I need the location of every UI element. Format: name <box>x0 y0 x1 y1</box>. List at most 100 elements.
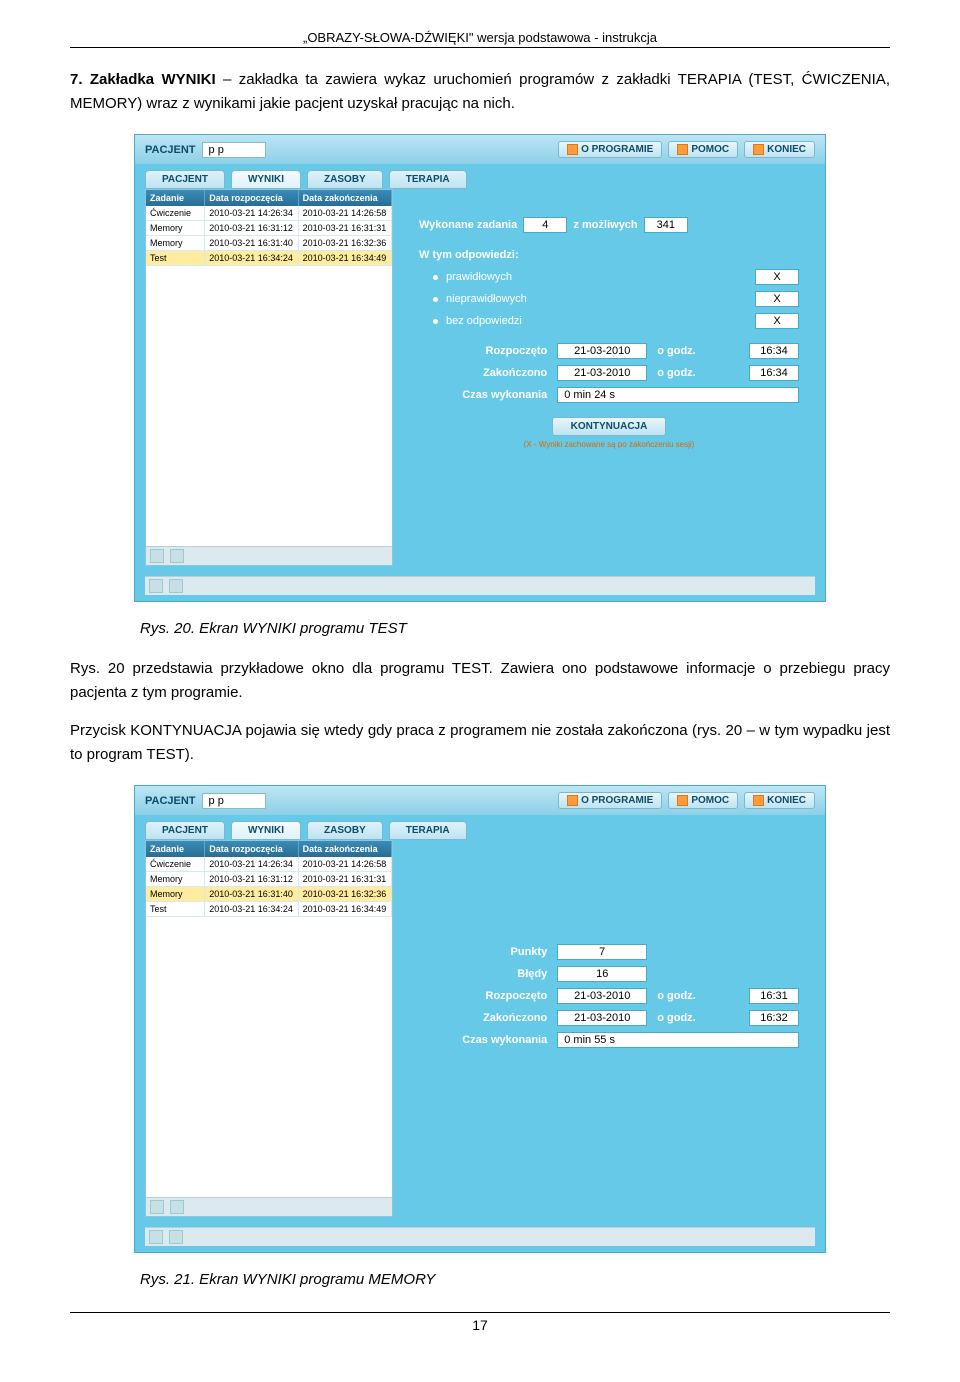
table-row[interactable]: Ćwiczenie2010-03-21 14:26:342010-03-21 1… <box>146 206 392 221</box>
caption-1: Rys. 20. Ekran WYNIKI programu TEST <box>140 620 890 637</box>
value: 7 <box>557 944 647 960</box>
tab-zasoby[interactable]: ZASOBY <box>307 170 383 189</box>
value: 341 <box>644 217 688 233</box>
btn-pomoc[interactable]: POMOC <box>668 792 738 809</box>
bullet-icon <box>433 275 438 280</box>
value: 16:31 <box>749 988 799 1004</box>
topbar-label: PACJENT <box>145 795 196 807</box>
btn-label: O PROGRAMIE <box>581 144 653 155</box>
tab-pacjent[interactable]: PACJENT <box>145 170 225 189</box>
label: Zakończono <box>419 367 547 379</box>
tab-wyniki[interactable]: WYNIKI <box>231 821 301 840</box>
arrow-right-icon[interactable] <box>170 1200 184 1214</box>
btn-label: POMOC <box>691 795 729 806</box>
value: 16:34 <box>749 365 799 381</box>
kontynuacja-button[interactable]: KONTYNUACJA <box>552 417 667 436</box>
table-header: Zadanie Data rozpoczęcia Data zakończeni… <box>146 190 392 206</box>
value: 0 min 55 s <box>557 1032 799 1048</box>
th: Data rozpoczęcia <box>205 190 298 206</box>
paragraph-1: 7. Zakładka WYNIKI – zakładka ta zawiera… <box>70 68 890 116</box>
results-panel: Punkty7 Błędy16 Rozpoczęto21-03-2010o go… <box>403 840 815 1217</box>
task-list: Zadanie Data rozpoczęcia Data zakończeni… <box>145 189 393 566</box>
arrow-right-icon[interactable] <box>169 1230 183 1244</box>
table-row-selected[interactable]: Test2010-03-21 16:34:242010-03-21 16:34:… <box>146 251 392 266</box>
footnote: (X - Wyniki zachowane są po zakończeniu … <box>419 440 799 449</box>
label: Czas wykonania <box>419 1034 547 1046</box>
tab-zasoby[interactable]: ZASOBY <box>307 821 383 840</box>
btn-o-programie[interactable]: O PROGRAMIE <box>558 141 662 158</box>
label: o godz. <box>657 1012 739 1024</box>
btn-koniec[interactable]: KONIEC <box>744 792 815 809</box>
table-row[interactable]: Test2010-03-21 16:34:242010-03-21 16:34:… <box>146 902 392 917</box>
topbar: PACJENT p p O PROGRAMIE POMOC KONIEC <box>135 135 825 164</box>
square-icon <box>567 795 578 806</box>
value: X <box>755 313 799 329</box>
table-row[interactable]: Memory2010-03-21 16:31:402010-03-21 16:3… <box>146 236 392 251</box>
tab-terapia[interactable]: TERAPIA <box>389 170 467 189</box>
list-scrollbar[interactable] <box>146 546 392 565</box>
square-icon <box>753 144 764 155</box>
label: Punkty <box>419 946 547 958</box>
btn-o-programie[interactable]: O PROGRAMIE <box>558 792 662 809</box>
topbar-label: PACJENT <box>145 144 196 156</box>
table-header: Zadanie Data rozpoczęcia Data zakończeni… <box>146 841 392 857</box>
value: 16:34 <box>749 343 799 359</box>
label: o godz. <box>657 990 739 1002</box>
para1-bold: 7. Zakładka WYNIKI <box>70 71 216 88</box>
btn-pomoc[interactable]: POMOC <box>668 141 738 158</box>
label: Czas wykonania <box>419 389 547 401</box>
screenshot-wyniki-test: PACJENT p p O PROGRAMIE POMOC KONIEC PAC… <box>134 134 826 602</box>
arrow-left-icon[interactable] <box>149 1230 163 1244</box>
value: 21-03-2010 <box>557 1010 647 1026</box>
th: Data rozpoczęcia <box>205 841 298 857</box>
value: 21-03-2010 <box>557 988 647 1004</box>
label: Wykonane zadania <box>419 219 517 231</box>
table-row[interactable]: Memory2010-03-21 16:31:122010-03-21 16:3… <box>146 221 392 236</box>
btn-label: KONIEC <box>767 144 806 155</box>
table-row-selected[interactable]: Memory2010-03-21 16:31:402010-03-21 16:3… <box>146 887 392 902</box>
task-list: Zadanie Data rozpoczęcia Data zakończeni… <box>145 840 393 1217</box>
value: X <box>755 291 799 307</box>
list-empty <box>146 917 392 1197</box>
arrow-right-icon[interactable] <box>170 549 184 563</box>
results-panel: Wykonane zadania 4 z możliwych 341 W tym… <box>403 189 815 566</box>
bullet-label: prawidłowych <box>446 271 755 283</box>
tab-pacjent[interactable]: PACJENT <box>145 821 225 840</box>
btn-koniec[interactable]: KONIEC <box>744 141 815 158</box>
value: 21-03-2010 <box>557 343 647 359</box>
value: 16:32 <box>749 1010 799 1026</box>
bottom-scrollbar[interactable] <box>145 1227 815 1246</box>
tab-terapia[interactable]: TERAPIA <box>389 821 467 840</box>
tab-wyniki[interactable]: WYNIKI <box>231 170 301 189</box>
tabs: PACJENT WYNIKI ZASOBY TERAPIA <box>135 164 825 189</box>
label: z możliwych <box>573 219 637 231</box>
page-header: „OBRAZY-SŁOWA-DŹWIĘKI" wersja podstawowa… <box>70 30 890 48</box>
square-icon <box>567 144 578 155</box>
value: 4 <box>523 217 567 233</box>
bullet-label: bez odpowiedzi <box>446 315 755 327</box>
bullet-icon <box>433 319 438 324</box>
paragraph-2: Rys. 20 przedstawia przykładowe okno dla… <box>70 657 890 705</box>
caption-2: Rys. 21. Ekran WYNIKI programu MEMORY <box>140 1271 890 1288</box>
table-row[interactable]: Ćwiczenie2010-03-21 14:26:342010-03-21 1… <box>146 857 392 872</box>
list-scrollbar[interactable] <box>146 1197 392 1216</box>
arrow-left-icon[interactable] <box>150 1200 164 1214</box>
arrow-right-icon[interactable] <box>169 579 183 593</box>
tabs: PACJENT WYNIKI ZASOBY TERAPIA <box>135 815 825 840</box>
bullet-icon <box>433 297 438 302</box>
bottom-scrollbar[interactable] <box>145 576 815 595</box>
label: Rozpoczęto <box>419 990 547 1002</box>
th: Zadanie <box>146 841 205 857</box>
btn-label: O PROGRAMIE <box>581 795 653 806</box>
screenshot-wyniki-memory: PACJENT p p O PROGRAMIE POMOC KONIEC PAC… <box>134 785 826 1253</box>
th: Zadanie <box>146 190 205 206</box>
patient-value: p p <box>202 142 266 158</box>
th: Data zakończenia <box>299 190 392 206</box>
value: 21-03-2010 <box>557 365 647 381</box>
table-row[interactable]: Memory2010-03-21 16:31:122010-03-21 16:3… <box>146 872 392 887</box>
page-footer: 17 <box>70 1312 890 1333</box>
arrow-left-icon[interactable] <box>150 549 164 563</box>
value: 16 <box>557 966 647 982</box>
arrow-left-icon[interactable] <box>149 579 163 593</box>
square-icon <box>677 144 688 155</box>
